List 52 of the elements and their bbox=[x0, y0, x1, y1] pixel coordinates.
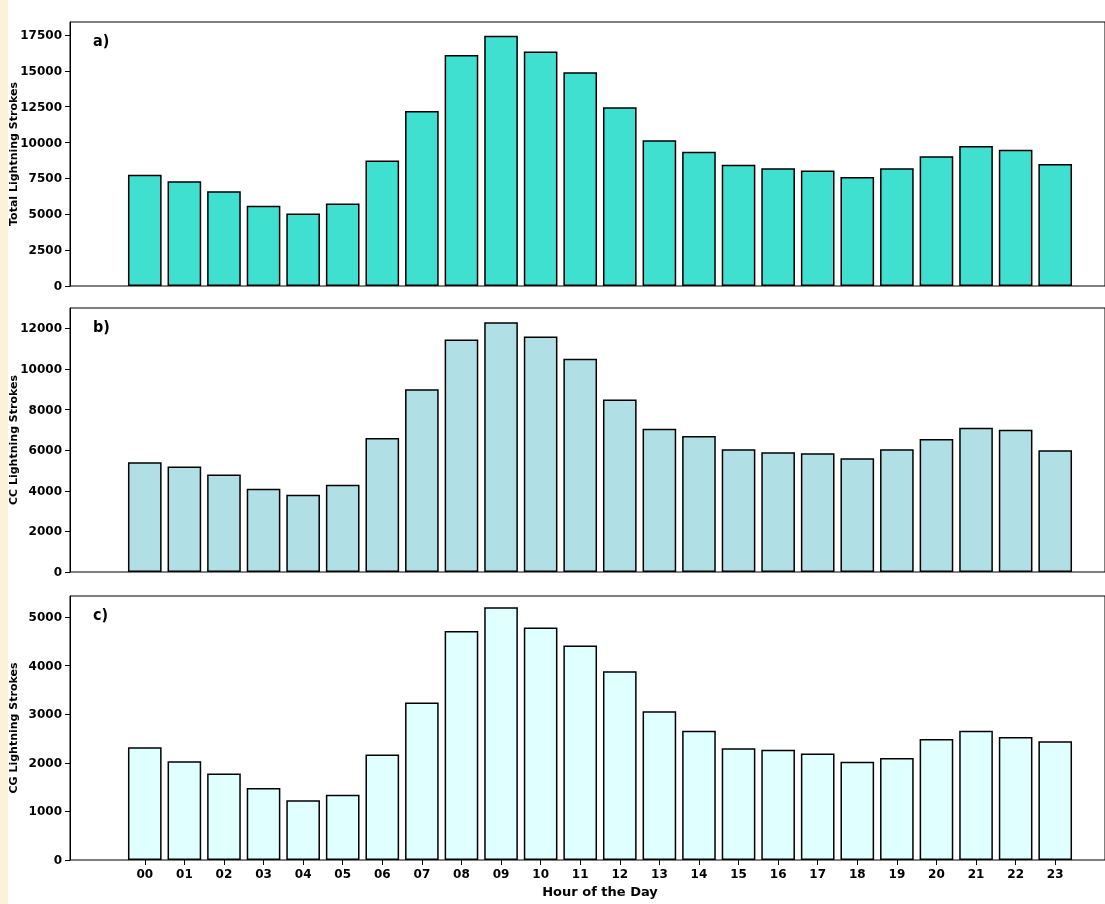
y-tick-label: 10000 bbox=[20, 361, 62, 376]
text: b) bbox=[93, 316, 110, 336]
x-tick-label: 01 bbox=[176, 867, 193, 881]
y-tick-label: 6000 bbox=[28, 443, 62, 458]
y-tick-label: 3000 bbox=[28, 707, 62, 722]
y-tick-label: 1000 bbox=[28, 804, 62, 819]
text: c) bbox=[93, 604, 109, 624]
x-tick-label: 09 bbox=[492, 867, 510, 881]
y-tick-label: 8000 bbox=[28, 402, 62, 417]
x-tick-label: 05 bbox=[334, 867, 352, 881]
x-tick-label: 18 bbox=[848, 867, 866, 881]
x-tick-label: 10 bbox=[532, 867, 549, 881]
y-axis-title: Total Lightning Strokes bbox=[7, 81, 20, 226]
text: a) bbox=[93, 30, 110, 50]
x-axis-title: Hour of the Day bbox=[542, 883, 659, 899]
x-tick-label: 14 bbox=[690, 867, 708, 881]
x-tick-label: 00 bbox=[136, 867, 154, 881]
y-tick-label: 15000 bbox=[20, 63, 62, 78]
x-tick-label: 20 bbox=[928, 867, 945, 881]
y-tick-label: 2000 bbox=[28, 524, 62, 539]
x-tick-label: 23 bbox=[1046, 867, 1064, 881]
y-tick-label: 0 bbox=[53, 853, 62, 867]
x-tick-label: 04 bbox=[294, 867, 312, 881]
x-tick-label: 08 bbox=[453, 867, 470, 881]
y-tick-label: 12500 bbox=[20, 99, 62, 114]
x-tick-label: 12 bbox=[611, 867, 629, 881]
y-tick-label: 7500 bbox=[28, 171, 62, 186]
x-tick-label: 07 bbox=[413, 867, 431, 881]
y-tick-label: 10000 bbox=[20, 135, 62, 150]
x-tick-label: 19 bbox=[888, 867, 906, 881]
x-tick-label: 02 bbox=[215, 867, 233, 881]
x-tick-label: 22 bbox=[1007, 867, 1024, 881]
y-tick-label: 5000 bbox=[28, 207, 62, 222]
x-tick-label: 03 bbox=[255, 867, 272, 881]
y-tick-label: 0 bbox=[53, 279, 62, 293]
y-axis-title: CG Lightning Strokes bbox=[7, 662, 20, 794]
x-tick-label: 15 bbox=[730, 867, 747, 881]
y-tick-label: 4000 bbox=[28, 483, 62, 498]
x-tick-label: 06 bbox=[373, 867, 391, 881]
y-tick-label: 17500 bbox=[20, 27, 62, 42]
y-tick-label: 0 bbox=[53, 565, 62, 579]
x-tick-label: 16 bbox=[769, 867, 787, 881]
y-tick-label: 2500 bbox=[28, 243, 62, 258]
y-tick-label: 4000 bbox=[28, 658, 62, 673]
y-axis-title: CC Lightning Strokes bbox=[7, 374, 20, 506]
y-tick-label: 12000 bbox=[20, 321, 62, 336]
x-tick-label: 11 bbox=[571, 867, 589, 881]
x-tick-label: 21 bbox=[967, 867, 985, 881]
x-tick-label: 17 bbox=[809, 867, 827, 881]
x-tick-label: 13 bbox=[651, 867, 668, 881]
y-tick-label: 5000 bbox=[28, 609, 62, 624]
y-tick-label: 2000 bbox=[28, 755, 62, 770]
